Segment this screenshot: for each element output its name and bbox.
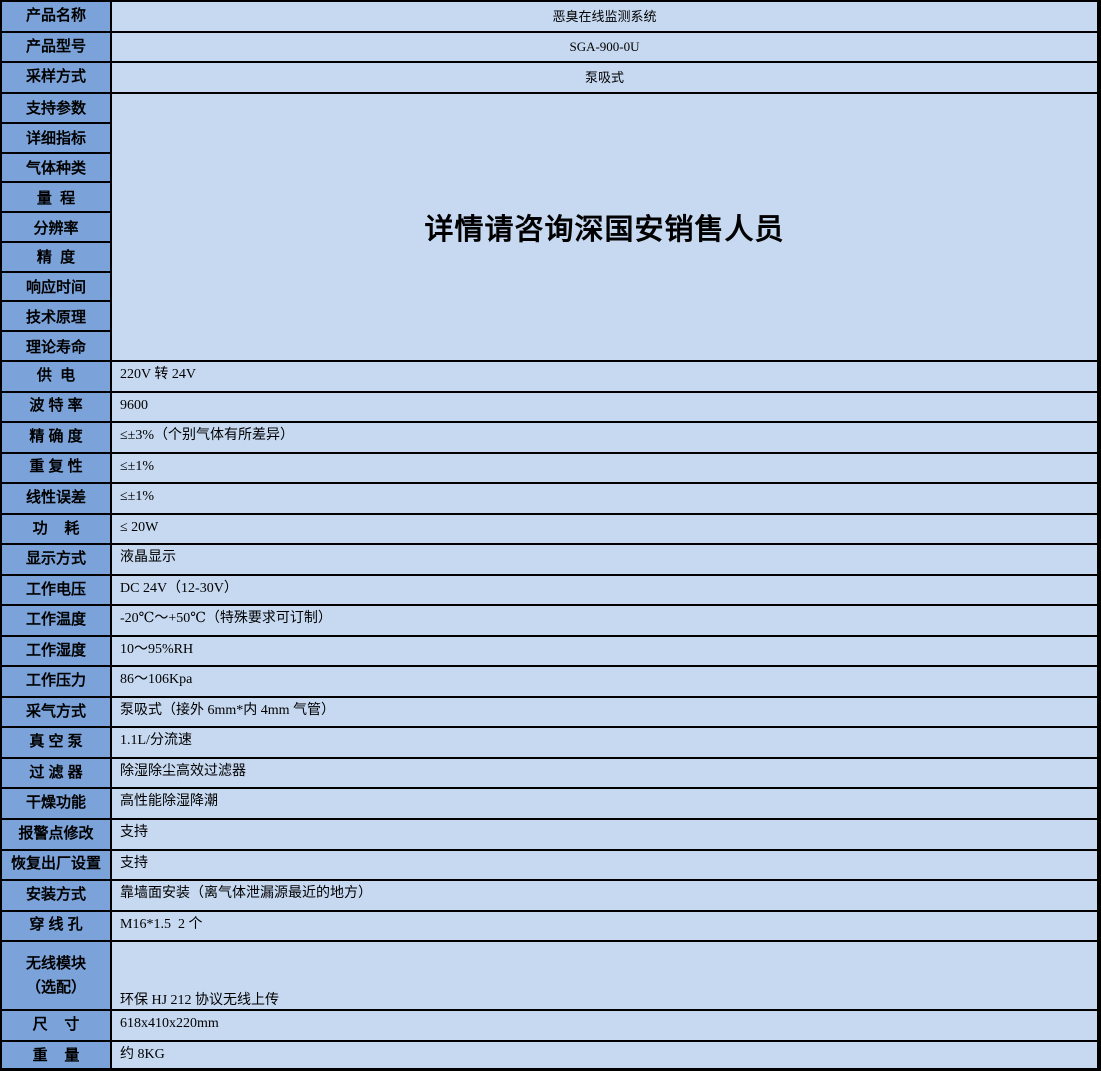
row-label: 无线模块 （选配）: [2, 942, 112, 1009]
row-value: 618x410x220mm: [112, 1011, 1097, 1040]
table-row: 报警点修改 支持: [2, 819, 1097, 851]
row-value: 泵吸式（接外 6mm*内 4mm 气管）: [112, 697, 1097, 727]
bottom-rows: 尺 寸 618x410x220mm 重 量 约 8KG: [2, 1011, 1097, 1068]
merged-section: 支持参数 详细指标 气体种类 量 程 分辨率 精 度 响应时间 技术原理 理论寿…: [2, 94, 1097, 362]
table-row: 工作电压 DC 24V（12-30V）: [2, 575, 1097, 607]
table-row: 功 耗 ≤ 20W: [2, 514, 1097, 546]
row-label: 精 度: [2, 242, 110, 273]
row-label: 显示方式: [2, 545, 112, 574]
row-value: 86～106Kpa: [112, 667, 1097, 696]
row-value: 高性能除湿降潮: [112, 789, 1097, 818]
row-value: 液晶显示: [112, 545, 1097, 574]
table-row: 精 确 度 ≤±3%（个别气体有所差异）: [2, 423, 1097, 454]
row-value: DC 24V（12-30V）: [112, 575, 1097, 605]
row-value: 约 8KG: [112, 1042, 1097, 1068]
wireless-label-line2: （选配）: [25, 978, 86, 996]
table-row: 线性误差 ≤±1%: [2, 484, 1097, 515]
row-label: 供 电: [2, 362, 112, 391]
row-label: 分辨率: [2, 213, 110, 243]
table-row: 重 量 约 8KG: [2, 1042, 1097, 1068]
row-value: 9600: [112, 392, 1097, 422]
row-label: 气体种类: [2, 153, 110, 184]
row-label: 技术原理: [2, 302, 110, 333]
row-value: 10～95%RH: [112, 636, 1097, 666]
table-row: 真 空 泵 1.1L/分流速: [2, 728, 1097, 759]
merged-section-labels: 支持参数 详细指标 气体种类 量 程 分辨率 精 度 响应时间 技术原理 理论寿…: [2, 94, 112, 361]
wireless-value-line1: 环保 HJ 212 协议无线上传: [120, 993, 280, 1008]
row-value: 泵吸式: [112, 63, 1097, 93]
row-value: 恶臭在线监测系统: [112, 2, 1097, 31]
row-value: 支持: [112, 850, 1097, 880]
table-row: 工作湿度 10～95%RH: [2, 636, 1097, 668]
table-row: 显示方式 液晶显示: [2, 545, 1097, 576]
spec-rows: 供 电 220V 转 24V 波 特 率 9600 精 确 度 ≤±3%（个别气…: [2, 362, 1097, 943]
row-label: 工作温度: [2, 606, 112, 635]
row-label: 采气方式: [2, 697, 112, 727]
table-row: 产品型号 SGA-900-0U: [2, 32, 1097, 64]
row-label: 重 复 性: [2, 453, 112, 483]
row-label: 详细指标: [2, 123, 110, 154]
table-row: 干燥功能 高性能除湿降潮: [2, 789, 1097, 820]
row-label: 干燥功能: [2, 789, 112, 818]
table-row: 供 电 220V 转 24V: [2, 362, 1097, 393]
row-value: 220V 转 24V: [112, 362, 1097, 391]
row-value: 环保 HJ 212 协议无线上传 默认：移动或联通 2G（电信 2G 请备注） …: [112, 942, 1097, 1068]
row-label: 重 量: [2, 1042, 112, 1068]
row-label: 产品名称: [2, 2, 112, 31]
contact-sales-note: 详情请咨询深国安销售人员: [112, 94, 1097, 360]
row-label: 响应时间: [2, 272, 110, 303]
row-label: 过 滤 器: [2, 758, 112, 788]
row-value: -20℃～+50℃（特殊要求可订制）: [112, 606, 1097, 635]
table-row: 过 滤 器 除湿除尘高效过滤器: [2, 758, 1097, 790]
row-label: 恢复出厂设置: [2, 850, 112, 880]
table-row: 工作温度 -20℃～+50℃（特殊要求可订制）: [2, 606, 1097, 637]
row-label: 报警点修改: [2, 819, 112, 849]
row-label: 穿 线 孔: [2, 911, 112, 941]
table-row: 采气方式 泵吸式（接外 6mm*内 4mm 气管）: [2, 697, 1097, 729]
row-value: ≤ 20W: [112, 514, 1097, 544]
row-value: ≤±1%: [112, 484, 1097, 513]
row-value: 1.1L/分流速: [112, 728, 1097, 757]
row-label: 工作湿度: [2, 636, 112, 666]
row-label: 安装方式: [2, 881, 112, 910]
contact-sales-text: 详情请咨询深国安销售人员: [424, 212, 785, 246]
row-value: ≤±3%（个别气体有所差异）: [112, 423, 1097, 452]
row-value: ≤±1%: [112, 453, 1097, 483]
row-value: 除湿除尘高效过滤器: [112, 758, 1097, 788]
row-value: 靠墙面安装（离气体泄漏源最近的地方）: [112, 881, 1097, 910]
table-row: 尺 寸 618x410x220mm: [2, 1011, 1097, 1042]
row-value: SGA-900-0U: [112, 32, 1097, 62]
row-label: 采样方式: [2, 63, 112, 93]
table-row: 重 复 性 ≤±1%: [2, 453, 1097, 485]
row-value: 支持: [112, 819, 1097, 849]
row-label: 产品型号: [2, 32, 112, 62]
header-rows: 产品名称 恶臭在线监测系统 产品型号 SGA-900-0U 采样方式 泵吸式: [2, 2, 1097, 95]
row-label: 量 程: [2, 183, 110, 214]
row-label: 线性误差: [2, 484, 112, 513]
row-label: 理论寿命: [2, 332, 110, 361]
row-label: 波 特 率: [2, 392, 112, 422]
wireless-label-line1: 无线模块: [25, 954, 86, 972]
row-label: 工作电压: [2, 575, 112, 605]
row-label: 工作压力: [2, 667, 112, 696]
row-label: 支持参数: [2, 94, 110, 124]
table-row: 安装方式 靠墙面安装（离气体泄漏源最近的地方）: [2, 881, 1097, 912]
table-row: 波 特 率 9600: [2, 392, 1097, 424]
row-label: 功 耗: [2, 514, 112, 544]
wireless-module-row: 无线模块 （选配） 环保 HJ 212 协议无线上传 默认：移动或联通 2G（电…: [2, 942, 1097, 1068]
row-label: 真 空 泵: [2, 728, 112, 757]
table-row: 工作压力 86～106Kpa: [2, 667, 1097, 698]
table-row: 恢复出厂设置 支持: [2, 850, 1097, 882]
row-label: 精 确 度: [2, 423, 112, 452]
row-label: 尺 寸: [2, 1011, 112, 1040]
row-value: M16*1.5 2 个: [112, 911, 1097, 941]
table-row: 穿 线 孔 M16*1.5 2 个: [2, 911, 1097, 943]
table-row: 采样方式 泵吸式: [2, 63, 1097, 95]
table-row: 产品名称 恶臭在线监测系统: [2, 2, 1097, 33]
